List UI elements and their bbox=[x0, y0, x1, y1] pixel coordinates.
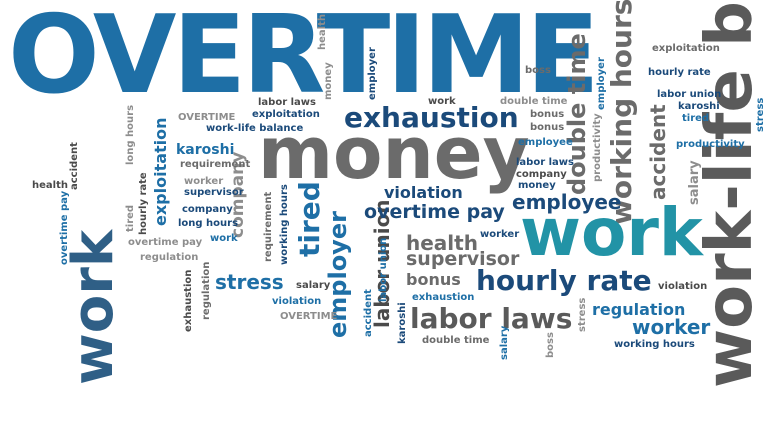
word-overtime-sm2: OVERTIME bbox=[280, 311, 338, 322]
word-productivity-v: productivity bbox=[592, 113, 603, 182]
word-worker-sm: worker bbox=[184, 176, 224, 187]
word-employer-v-sm2: employer bbox=[596, 57, 607, 110]
word-long-hours-v: long hours bbox=[125, 104, 136, 165]
word-double-time-sm2: double time bbox=[422, 335, 490, 346]
word-employer-v-sm: employer bbox=[367, 47, 378, 100]
word-double-time-sm: double time bbox=[500, 96, 568, 107]
word-overtime-sm: OVERTIME bbox=[178, 112, 236, 123]
word-accident-v-sm: accident bbox=[363, 289, 374, 337]
word-employee: employee bbox=[512, 190, 622, 214]
word-regulation-lg: regulation bbox=[592, 300, 686, 319]
word-overtime-pay: overtime pay bbox=[364, 201, 505, 223]
word-stress-v-sm: stress bbox=[755, 97, 766, 132]
word-overtime: OVERTIME bbox=[8, 0, 600, 118]
word-company-sm: company bbox=[516, 169, 567, 180]
word-karoshi-lg: karoshi bbox=[176, 142, 235, 158]
word-hourly-rate: hourly rate bbox=[476, 264, 652, 297]
word-tired-sm: tired bbox=[682, 113, 710, 124]
word-labor-laws-sm2: labor laws bbox=[516, 157, 574, 168]
word-work: work bbox=[520, 194, 703, 271]
word-employee-sm: employee bbox=[518, 137, 573, 148]
word-violation-sm2: violation bbox=[658, 281, 708, 292]
word-health-v: health bbox=[317, 14, 328, 50]
word-exploitation-sm: exploitation bbox=[652, 43, 720, 54]
word-bonus-lg: bonus bbox=[406, 270, 461, 289]
word-health-sm: health bbox=[32, 180, 68, 191]
word-working-hours-v: working hours bbox=[279, 184, 290, 265]
word-accident-sm-v: accident bbox=[69, 142, 80, 190]
word-salary-sm: salary bbox=[296, 280, 331, 291]
word-exhaustion-v: exhaustion bbox=[183, 269, 194, 332]
word-supervisor: supervisor bbox=[406, 248, 520, 270]
word-salary-v-sm: salary bbox=[499, 325, 510, 360]
word-violation-sm: violation bbox=[272, 296, 322, 307]
word-company-sm2: company bbox=[182, 204, 233, 215]
word-work-sm: work bbox=[428, 96, 456, 107]
word-long-hours: work bbox=[61, 229, 126, 385]
word-long-hours-sm: long hours bbox=[178, 218, 239, 229]
word-health: health bbox=[406, 231, 478, 255]
word-tired-v-sm: tired bbox=[125, 204, 136, 232]
word-labor-union-v-sm: labor union bbox=[378, 237, 389, 302]
word-karoshi-sm: karoshi bbox=[678, 101, 720, 112]
word-worker-lg: worker bbox=[632, 315, 711, 339]
word-exploitation-sm2: exploitation bbox=[252, 109, 320, 120]
word-violation-lg: violation bbox=[384, 183, 463, 202]
word-supervisor-sm: supervisor bbox=[184, 187, 244, 198]
word-boss: boss bbox=[525, 65, 551, 76]
word-stress-v: stress bbox=[577, 297, 588, 332]
word-bonus-sm1: bonus bbox=[530, 109, 565, 120]
word-bonus-sm2: bonus bbox=[530, 122, 565, 133]
word-double-time-v: double time bbox=[563, 33, 591, 195]
word-worker-sm2: worker bbox=[480, 229, 520, 240]
word-overtime-pay-sm: overtime pay bbox=[128, 237, 203, 248]
word-exhaustion: exhaustion bbox=[344, 101, 519, 134]
word-labor-laws: labor laws bbox=[410, 302, 573, 335]
word-working-hours-sm: working hours bbox=[614, 339, 695, 350]
word-work-life-balance-sm: work-life balance bbox=[206, 123, 304, 134]
word-labor-union-sm: labor union bbox=[657, 89, 722, 100]
word-productivity: productivity bbox=[676, 139, 745, 150]
word-regulation-sm: regulation bbox=[140, 252, 199, 263]
word-regulation-v: regulation bbox=[201, 261, 212, 320]
word-exhaustion-sm: exhaustion bbox=[412, 292, 475, 303]
word-karoshi-v: karoshi bbox=[397, 302, 408, 344]
word-hourly-rate-v: hourly rate bbox=[138, 172, 149, 235]
word-exploitation-v: exploitation bbox=[151, 117, 170, 226]
word-accident-v: accident bbox=[646, 104, 670, 200]
word-hourly-rate-sm: hourly rate bbox=[648, 67, 711, 78]
word-work-sm2: work bbox=[210, 233, 238, 244]
word-stress: stress bbox=[215, 270, 284, 294]
word-requirement-v: requirement bbox=[263, 191, 274, 262]
word-overtime-pay-v: overtime pay bbox=[59, 190, 70, 265]
word-boss-v: boss bbox=[545, 332, 556, 358]
word-money-v: money bbox=[323, 62, 334, 100]
word-money: money bbox=[258, 111, 530, 195]
word-requirement: requirement bbox=[180, 159, 251, 170]
word-money-sm: money bbox=[518, 180, 556, 191]
word-labor-laws-sm: labor laws bbox=[258, 97, 316, 108]
